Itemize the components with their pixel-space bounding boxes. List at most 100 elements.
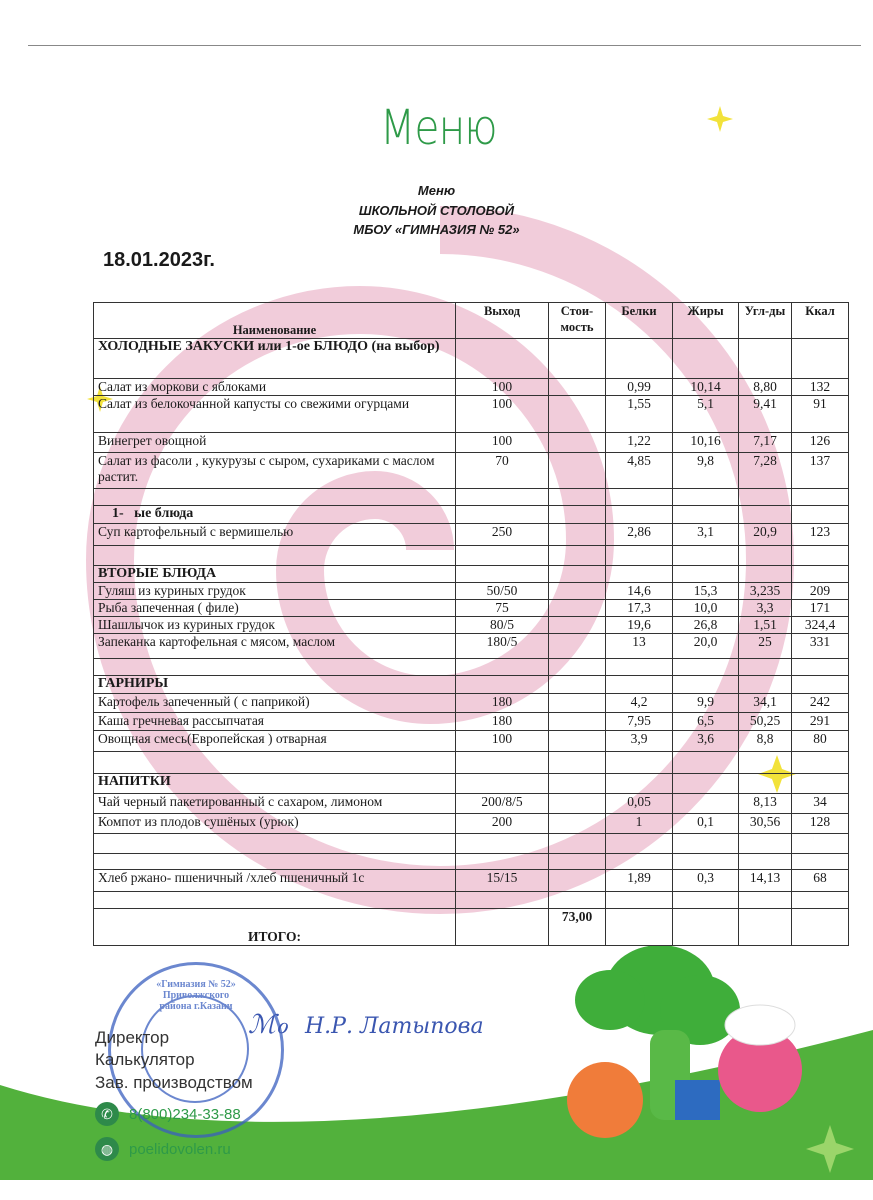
cell-name: 1- ые блюда (93, 505, 456, 524)
table-row (93, 833, 849, 854)
cell-cost (548, 730, 606, 752)
table-row: Компот из плодов сушёных (урюк) 200 1 0,1 30… (93, 813, 849, 834)
cell-name: Гуляш из куриных грудок (93, 582, 456, 600)
cell-cost (548, 452, 606, 489)
cell-kcal (791, 751, 849, 774)
cell-name: Винегрет овощной (93, 432, 456, 453)
phone-contact[interactable]: ✆ 8(800)234-33-88 (95, 1102, 241, 1126)
cell-kcal: 34 (791, 793, 849, 814)
cell-cost (548, 432, 606, 453)
cell-cost (548, 869, 606, 892)
cell-name: Суп картофельный с вермишелью (93, 523, 456, 546)
table-row (93, 488, 849, 506)
cell-carbs (738, 658, 792, 676)
cell-protein (605, 545, 673, 566)
cell-kcal (791, 833, 849, 854)
cell-fat (672, 833, 739, 854)
cell-fat (672, 565, 739, 583)
cell-fat: 5,1 (672, 395, 739, 433)
cell-protein: 0,99 (605, 378, 673, 396)
website-contact[interactable]: ◍ poelidovolen.ru (95, 1137, 231, 1161)
cell-cost (548, 833, 606, 854)
cell-kcal: 126 (791, 432, 849, 453)
cell-kcal: 331 (791, 633, 849, 659)
cell-yield (455, 773, 549, 794)
cell-carbs (738, 773, 792, 794)
table-row: Суп картофельный с вермишелью 250 2,86 3,1 2… (93, 523, 849, 546)
cell-fat: 0,1 (672, 813, 739, 834)
table-row: Запеканка картофельная с мясом, маслом 18… (93, 633, 849, 659)
cell-carbs: 3,235 (738, 582, 792, 600)
cell-cost (548, 545, 606, 566)
table-row (93, 853, 849, 870)
cell-name: Каша гречневая рассыпчатая (93, 712, 456, 731)
cell-protein (605, 488, 673, 506)
cell-kcal (791, 545, 849, 566)
cell-yield (455, 565, 549, 583)
cell-protein (605, 891, 673, 909)
cell-fat (672, 338, 739, 379)
cell-kcal (791, 773, 849, 794)
stamp-text: «Гимназия № 52» Приволжского района г.Ка… (156, 979, 236, 1012)
cell-fat (672, 891, 739, 909)
section-header-row: ХОЛОДНЫЕ ЗАКУСКИ или 1-ое БЛЮДО (на выбо… (93, 338, 849, 379)
cell-carbs (738, 338, 792, 379)
cell-name: Салат из белокочанной капусты со свежими… (93, 395, 456, 433)
cell-protein: 1 (605, 813, 673, 834)
cell-carbs: 3,3 (738, 599, 792, 617)
cell-kcal (791, 488, 849, 506)
cell-protein: 13 (605, 633, 673, 659)
director-signature-scribble: ℳℴ (248, 1010, 288, 1040)
cell-yield (455, 488, 549, 506)
cell-protein: 4,2 (605, 693, 673, 713)
cell-fat (672, 658, 739, 676)
cell-name (93, 488, 456, 506)
cell-yield (455, 505, 549, 524)
cell-protein (605, 338, 673, 379)
cell-cost (548, 616, 606, 634)
cell-yield: 180 (455, 693, 549, 713)
cell-name: НАПИТКИ (93, 773, 456, 794)
cell-carbs (738, 545, 792, 566)
cell-cost (548, 523, 606, 546)
table-row: Салат из белокочанной капусты со свежими… (93, 395, 849, 433)
menu-table: Наименование Выход Стои-мость Белки Жиры Угл-… (93, 302, 849, 946)
cell-kcal: 123 (791, 523, 849, 546)
cell-protein: 17,3 (605, 599, 673, 617)
phone-number: 8(800)234-33-88 (129, 1105, 241, 1123)
cell-cost (548, 599, 606, 617)
cell-name: ХОЛОДНЫЕ ЗАКУСКИ или 1-ое БЛЮДО (на выбо… (93, 338, 456, 379)
column-header-kcal: Ккал (791, 302, 849, 339)
cell-kcal: 68 (791, 869, 849, 892)
cell-kcal (791, 565, 849, 583)
cell-cost (548, 891, 606, 909)
table-header-row: Наименование Выход Стои-мость Белки Жиры Угл-… (93, 302, 849, 339)
column-header-protein: Белки (605, 302, 673, 339)
cell-carbs: 1,51 (738, 616, 792, 634)
cell-fat (672, 908, 739, 946)
cell-fat (672, 545, 739, 566)
cell-kcal (791, 908, 849, 946)
cell-yield: 100 (455, 378, 549, 396)
cell-carbs: 50,25 (738, 712, 792, 731)
cell-protein (605, 853, 673, 870)
cell-carbs (738, 833, 792, 854)
cell-name: Запеканка картофельная с мясом, маслом (93, 633, 456, 659)
cell-name (93, 658, 456, 676)
calculator-label: Калькулятор (95, 1050, 195, 1069)
cell-protein: 4,85 (605, 452, 673, 489)
cell-fat: 3,6 (672, 730, 739, 752)
cell-cost: 73,00 (548, 908, 606, 946)
cell-protein: 3,9 (605, 730, 673, 752)
cell-cost (548, 693, 606, 713)
column-header-carbs: Угл-ды (738, 302, 792, 339)
cell-fat (672, 488, 739, 506)
cell-carbs (738, 908, 792, 946)
cell-yield (455, 545, 549, 566)
cell-protein (605, 773, 673, 794)
cell-protein: 7,95 (605, 712, 673, 731)
cell-fat (672, 773, 739, 794)
table-row: Салат из фасоли , кукурузы с сыром, суха… (93, 452, 849, 489)
cell-fat: 26,8 (672, 616, 739, 634)
cell-protein (605, 751, 673, 774)
